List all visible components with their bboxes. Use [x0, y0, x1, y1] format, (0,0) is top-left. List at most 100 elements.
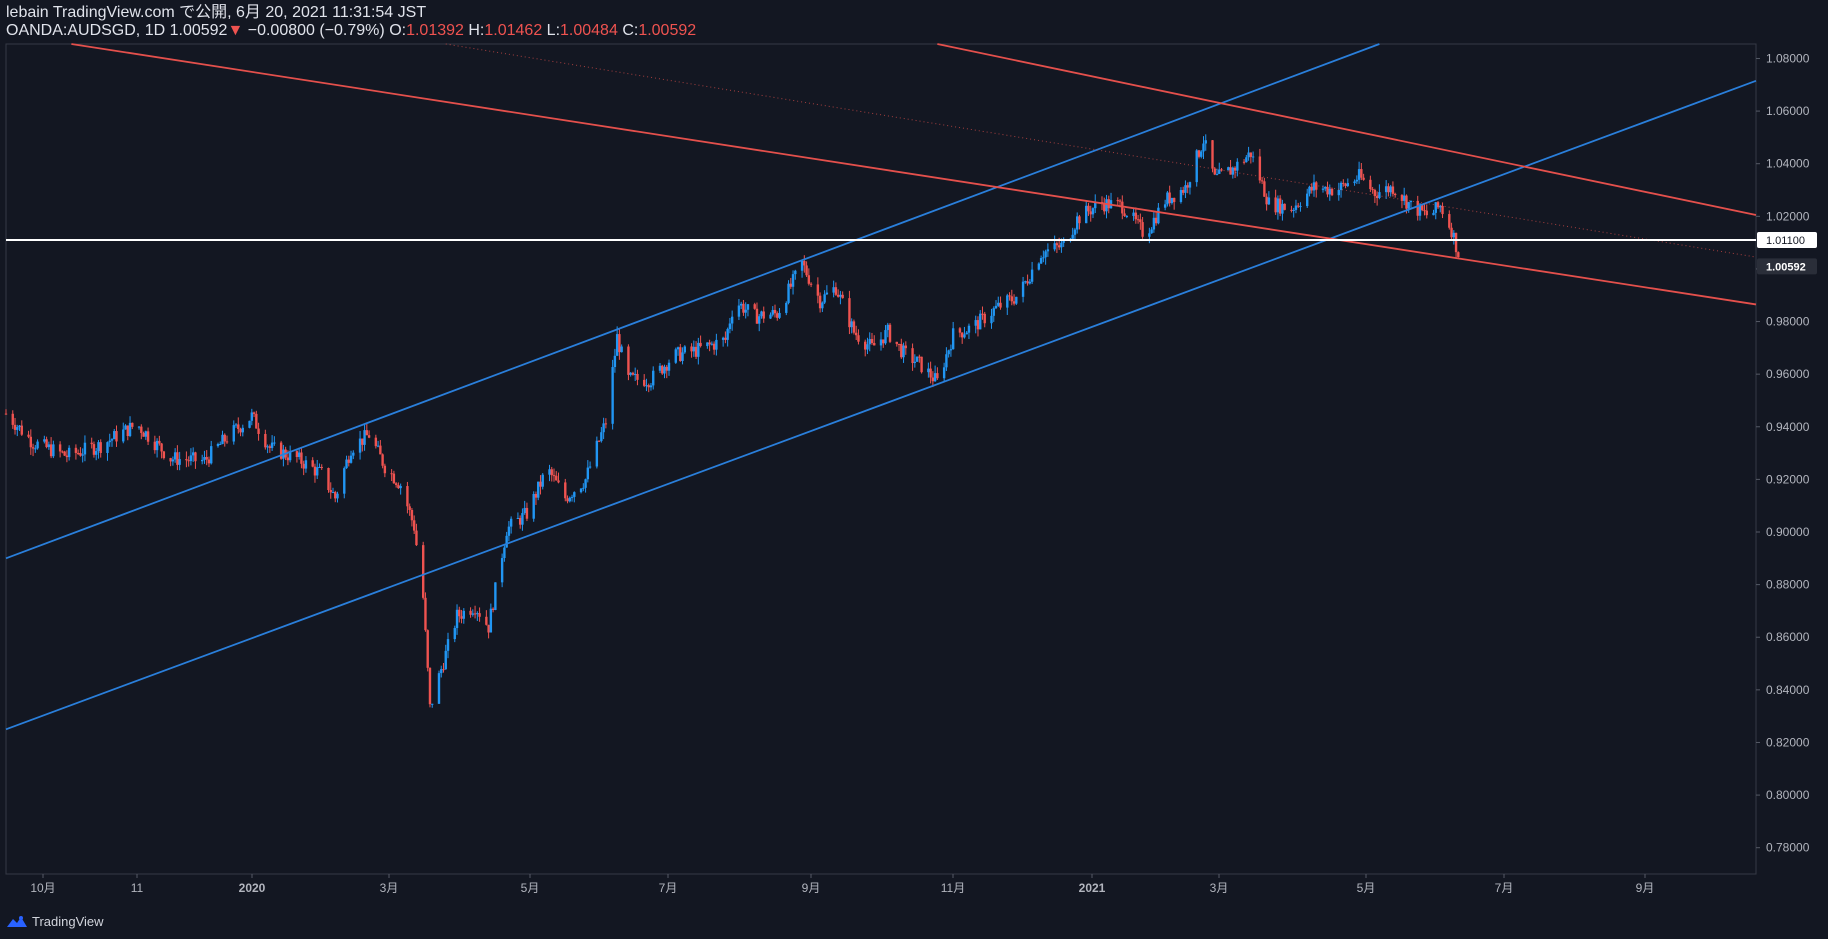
candle-body — [997, 302, 1000, 306]
candle-body — [13, 424, 17, 430]
candle-body — [97, 442, 100, 452]
candle-body — [462, 610, 465, 619]
candle-body — [942, 367, 946, 379]
symbol-name[interactable]: OANDA:AUDSGD, 1D — [6, 22, 166, 39]
candle-body — [1310, 186, 1313, 191]
candle-body — [832, 287, 835, 293]
candle-body — [753, 304, 756, 309]
candle-body — [221, 434, 224, 444]
candle-body — [106, 442, 109, 453]
candle-body — [327, 467, 330, 491]
candle-body — [525, 507, 529, 519]
candle-body — [331, 492, 335, 494]
price-tick-label: 0.80000 — [1766, 788, 1810, 802]
candle-body — [1312, 182, 1316, 191]
candle-body — [345, 459, 348, 469]
candle-body — [1125, 215, 1129, 217]
candle-body — [1297, 205, 1300, 207]
candle-body — [981, 313, 984, 315]
candle-body — [1384, 186, 1388, 193]
candle-body — [4, 413, 8, 415]
price-tick-label: 0.82000 — [1766, 735, 1810, 749]
candle-body — [394, 483, 398, 486]
candle-body — [676, 347, 680, 350]
candle-body — [857, 335, 860, 342]
candle-body — [1042, 257, 1045, 259]
candle-body — [794, 270, 797, 275]
candle-body — [115, 431, 118, 442]
candle-body — [850, 321, 853, 328]
candle-body — [631, 372, 635, 375]
candle-body — [586, 467, 590, 480]
candle-body — [1324, 186, 1327, 189]
candle-body — [1436, 202, 1440, 208]
candle-body — [652, 370, 655, 386]
candle-body — [904, 345, 908, 349]
candle-body — [194, 452, 197, 462]
candle-body — [18, 425, 21, 428]
price-axis[interactable]: 1.080001.060001.040001.020001.000000.980… — [1756, 51, 1810, 855]
candle-body — [550, 469, 553, 476]
candle-body — [900, 344, 903, 358]
candle-body — [945, 354, 948, 368]
candle-body — [1087, 205, 1090, 212]
open-label: O: — [389, 22, 407, 39]
candle-body — [1371, 189, 1374, 191]
candle-body — [1028, 281, 1032, 284]
candle-body — [460, 616, 463, 619]
candle-body — [270, 442, 274, 448]
candle-body — [1024, 281, 1027, 283]
candle-body — [1012, 301, 1016, 304]
candle-body — [633, 373, 637, 375]
candle-body — [960, 332, 964, 338]
candle-body — [205, 457, 208, 460]
candle-body — [866, 344, 869, 350]
candle-body — [1247, 152, 1250, 158]
candle-body — [663, 366, 666, 374]
candle-body — [491, 608, 495, 610]
candle-body — [500, 558, 504, 583]
candle-body — [1452, 232, 1456, 238]
candle-body — [708, 342, 711, 345]
price-tick-label: 0.88000 — [1766, 578, 1810, 592]
candle-body — [1315, 182, 1318, 190]
candle-body — [965, 332, 968, 335]
candle-body — [487, 624, 490, 633]
candle-body — [1188, 182, 1192, 188]
candle-body — [1278, 198, 1282, 214]
candle-body — [92, 444, 96, 455]
candle-body — [724, 337, 727, 340]
candle-body — [1267, 197, 1271, 205]
candle-body — [557, 480, 560, 483]
candle-body — [153, 441, 157, 451]
tradingview-footer[interactable]: TradingView — [6, 911, 104, 931]
price-tick-label: 0.90000 — [1766, 525, 1810, 539]
candle-body — [250, 412, 254, 421]
candle-body — [1321, 188, 1325, 190]
candle-body — [771, 309, 774, 315]
candle-body — [1094, 201, 1097, 209]
candle-body — [311, 460, 314, 467]
candle-body — [140, 426, 143, 433]
open-value: 1.01392 — [406, 22, 464, 39]
candle-body — [1251, 156, 1255, 158]
candle-body — [1039, 258, 1043, 264]
candle-body — [1179, 190, 1183, 202]
candle-body — [1071, 234, 1074, 239]
candle-body — [65, 455, 69, 458]
time-axis[interactable]: 10月 11 2020 3月 5月 7月 9月 11月 2021 3月 5月 7月 9月 — [30, 874, 1654, 895]
price-tick-label: 0.98000 — [1766, 315, 1810, 329]
candle-body — [967, 325, 971, 333]
candle-body — [1236, 161, 1239, 171]
candle-body — [347, 459, 350, 463]
candle-body — [408, 506, 411, 510]
candle-body — [1346, 183, 1350, 187]
candle-body — [947, 350, 950, 355]
symbol-legend: OANDA:AUDSGD, 1D 1.00592▼ −0.00800 (−0.7… — [6, 22, 1828, 40]
candle-body — [864, 341, 867, 350]
time-tick-label: 5月 — [1357, 881, 1376, 895]
candle-body — [1283, 203, 1286, 210]
chart-canvas[interactable]: 1.080001.060001.040001.020001.000000.980… — [0, 0, 1828, 900]
candle-body — [758, 316, 761, 324]
time-tick-label: 5月 — [521, 881, 540, 895]
